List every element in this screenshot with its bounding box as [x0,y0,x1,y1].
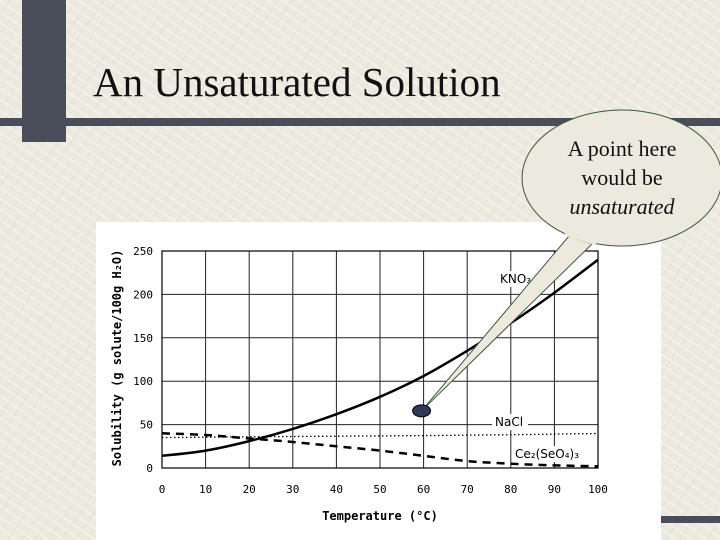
x-tick-label: 50 [373,483,386,496]
y-tick-label: 250 [133,245,153,258]
callout-tail [421,235,593,412]
callout-line-1: A point here [567,136,677,161]
callout-bubble [521,109,720,247]
x-tick-label: 10 [199,483,212,496]
y-axis-label: Solubility (g solute/100g H₂O) [110,250,124,467]
x-tick-label: 90 [548,483,561,496]
series-label-bg [492,414,528,430]
series-label-nacl: NaCl [495,415,523,429]
series-line-kno3 [161,258,599,458]
x-tick-label: 60 [417,483,430,496]
callout-join [564,232,597,246]
series-label-bg [512,446,593,462]
series-label-kno3: KNO₃ [500,272,531,286]
y-tick-label: 0 [146,462,153,475]
x-tick-label: 100 [588,483,608,496]
x-tick-label: 20 [243,483,256,496]
y-tick-label: 50 [140,419,153,432]
x-tick-label: 70 [461,483,474,496]
y-tick-label: 100 [133,375,153,388]
plot-frame [161,250,599,469]
unsaturated-point-marker [412,404,432,418]
x-tick-label: 0 [159,483,166,496]
x-tick-label: 30 [286,483,299,496]
x-tick-label: 80 [504,483,517,496]
x-tick-label: 40 [330,483,343,496]
slide-title: An Unsaturated Solution [93,59,501,105]
callout-line-2: would be [581,165,663,190]
y-tick-label: 150 [133,332,153,345]
series-label-ce2-seo4-3: Ce₂(SeO₄)₃ [515,447,579,461]
title-divider [0,118,720,126]
series-label-bg [497,271,533,287]
x-axis-label: Temperature (°C) [322,509,438,523]
y-tick-label: 200 [133,288,153,301]
series-line-ce2-seo4-3 [161,432,599,468]
callout-line-3: unsaturated [569,194,675,219]
callout-text: A point here would be unsaturated [552,134,692,221]
decorative-bottom-bar [650,516,720,523]
